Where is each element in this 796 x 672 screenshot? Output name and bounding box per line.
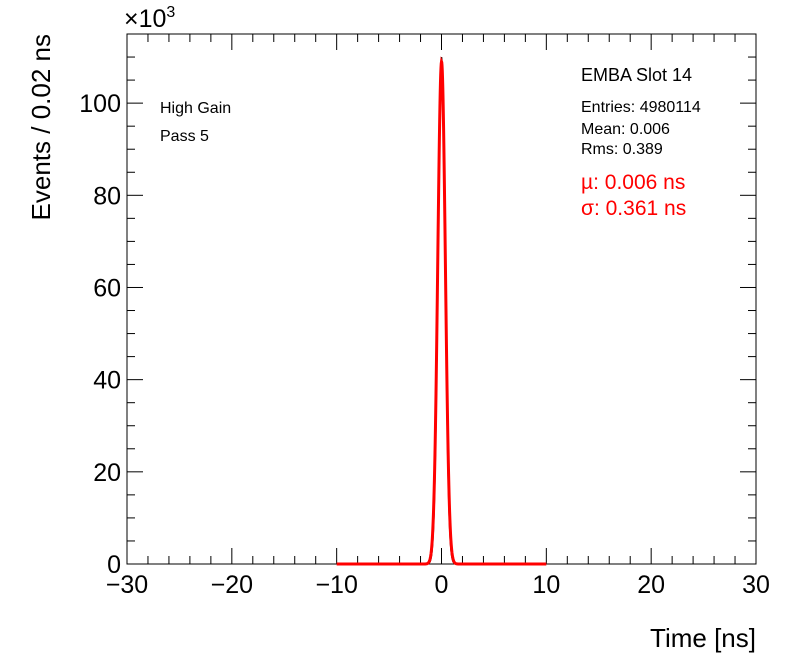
y-multiplier: ×103 [124, 4, 175, 33]
x-tick-label: 0 [435, 571, 449, 599]
x-tick-label: 30 [742, 571, 770, 599]
stat-entries: Entries: 4980114 [581, 99, 701, 116]
x-tick-label: −20 [211, 571, 253, 599]
y-multiplier-exponent: 3 [166, 4, 175, 21]
gain-label: High Gain [160, 100, 231, 117]
y-tick-label: 80 [93, 182, 121, 210]
fit-sigma-label: σ: 0.361 ns [581, 197, 686, 220]
gaussian-fit-curve [336, 56, 547, 566]
y-tick-labels: 0 20 40 60 80 100 [79, 90, 121, 579]
histogram-series [410, 57, 473, 565]
x-tick-label: −10 [315, 571, 357, 599]
y-tick-label: 100 [79, 90, 121, 118]
y-axis-title: Events / 0.02 ns [26, 34, 56, 220]
chart-title: EMBA Slot 14 [581, 65, 692, 85]
x-tick-label: −30 [106, 571, 148, 599]
stat-rms: Rms: 0.389 [581, 141, 663, 158]
axis-ticks [126, 33, 757, 565]
x-tick-label: 10 [532, 571, 560, 599]
x-axis-title: Time [ns] [650, 623, 756, 653]
y-tick-label: 60 [93, 274, 121, 302]
x-tick-labels: −30 −20 −10 0 10 20 30 [106, 571, 770, 599]
y-tick-label: 40 [93, 367, 121, 395]
stat-mean: Mean: 0.006 [581, 121, 670, 138]
y-tick-label: 20 [93, 459, 121, 487]
pass-label: Pass 5 [160, 128, 209, 145]
x-tick-label: 20 [637, 571, 665, 599]
fit-mu-label: µ: 0.006 ns [581, 171, 685, 194]
y-tick-label: 0 [107, 551, 121, 579]
